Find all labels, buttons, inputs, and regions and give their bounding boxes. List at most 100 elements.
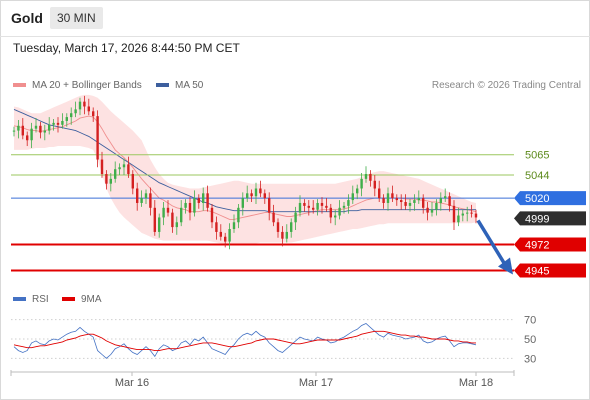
candle — [281, 226, 284, 247]
rsi-tick-30: 30 — [524, 353, 536, 365]
candle — [373, 174, 376, 197]
candle — [70, 107, 73, 125]
bollinger-band — [14, 94, 476, 246]
candle-body — [413, 200, 416, 203]
candle — [109, 173, 112, 192]
candle — [461, 209, 464, 222]
rsi-tick-50: 50 — [524, 334, 536, 346]
forecast-arrow-shaft — [476, 219, 507, 266]
candle-body — [404, 202, 407, 206]
candle-body — [276, 222, 280, 232]
candle — [276, 218, 280, 238]
candle — [210, 203, 214, 229]
candle-body — [96, 116, 99, 160]
candle-body — [461, 213, 464, 216]
candle-body — [158, 217, 161, 232]
candle-body — [162, 207, 165, 218]
level-label-5044: 5044 — [525, 170, 549, 182]
legend-ma20-label: MA 20 + Bollinger Bands — [32, 80, 142, 91]
candle-body — [268, 198, 271, 213]
candle-body — [386, 193, 390, 203]
candle — [87, 98, 90, 116]
candle — [206, 185, 209, 212]
candle-body — [254, 188, 258, 197]
candle-body — [391, 193, 394, 199]
candle-body — [408, 202, 412, 206]
candle — [417, 190, 420, 204]
candle — [144, 189, 148, 204]
instrument-title: Gold — [11, 10, 43, 26]
period-badge[interactable]: 30 MIN — [50, 7, 103, 29]
level-tag-4972 — [514, 237, 586, 252]
candle-body — [329, 207, 332, 218]
candle-body — [127, 164, 130, 175]
legend-rsi-label: RSI — [32, 294, 49, 305]
candle — [422, 194, 425, 214]
candle-body — [307, 205, 310, 208]
candle — [131, 170, 134, 195]
candle — [400, 194, 403, 210]
candle-body — [171, 212, 174, 228]
candle-body — [351, 193, 354, 201]
candle — [166, 200, 170, 217]
x-tick-label: Mar 18 — [459, 377, 493, 389]
header-bar: Gold 30 MIN — [0, 0, 590, 37]
level-tag-4945 — [514, 263, 586, 278]
candle — [466, 206, 469, 222]
candle-body — [131, 174, 134, 189]
candle — [263, 189, 266, 204]
candle-body — [219, 231, 222, 237]
candle — [457, 207, 460, 227]
legend-rsi: RSI — [13, 294, 49, 305]
candle-body — [92, 111, 95, 117]
candle-body — [444, 196, 447, 199]
candle-body — [114, 169, 117, 179]
timestamp: Tuesday, March 17, 2026 8:44:50 PM CET — [13, 41, 240, 55]
candle — [391, 185, 394, 203]
candle-body — [21, 125, 24, 136]
candle — [34, 118, 38, 133]
candle — [378, 180, 381, 203]
candle — [268, 192, 271, 221]
candle-body — [457, 215, 460, 223]
candle-body — [30, 128, 33, 141]
candle-body — [382, 198, 385, 203]
x-tick-label: Mar 17 — [299, 377, 333, 389]
candle — [100, 151, 104, 178]
candle-body — [65, 117, 68, 121]
level-label-4999: 4999 — [525, 213, 549, 225]
legend-9ma: 9MA — [62, 294, 102, 305]
level-label-4972: 4972 — [525, 239, 549, 251]
candle-body — [17, 125, 20, 131]
candle — [474, 209, 478, 224]
candle — [197, 194, 200, 209]
legend-ma50-label: MA 50 — [175, 80, 204, 91]
candle-body — [105, 174, 108, 184]
candle — [364, 166, 368, 183]
candle-body — [48, 124, 51, 131]
candle-body — [325, 205, 328, 208]
candle-body — [448, 196, 451, 206]
candle — [184, 199, 187, 214]
candle — [180, 200, 183, 227]
copyright-notice: Research © 2026 Trading Central — [431, 80, 581, 91]
candle-body — [136, 188, 139, 203]
candle — [351, 185, 354, 204]
candle-body — [39, 125, 42, 133]
candle — [426, 202, 429, 221]
candle — [105, 170, 108, 190]
candle — [12, 126, 16, 137]
candle — [334, 209, 337, 226]
candle-body — [43, 130, 46, 133]
candle-body — [369, 174, 372, 181]
candle — [78, 97, 82, 116]
candle-body — [180, 207, 183, 223]
candle-body — [237, 207, 240, 223]
candle — [386, 187, 390, 211]
candle — [360, 173, 363, 197]
candle — [259, 180, 262, 198]
candle-body — [241, 198, 244, 208]
candle-body — [202, 193, 205, 203]
candle-body — [78, 101, 82, 110]
candle — [39, 121, 42, 139]
